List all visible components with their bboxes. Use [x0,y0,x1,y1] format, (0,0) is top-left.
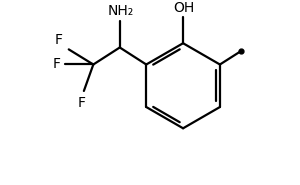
Text: F: F [54,33,62,48]
Text: F: F [78,96,86,110]
Text: OH: OH [173,1,195,15]
Text: NH₂: NH₂ [108,4,134,18]
Text: F: F [52,58,60,71]
